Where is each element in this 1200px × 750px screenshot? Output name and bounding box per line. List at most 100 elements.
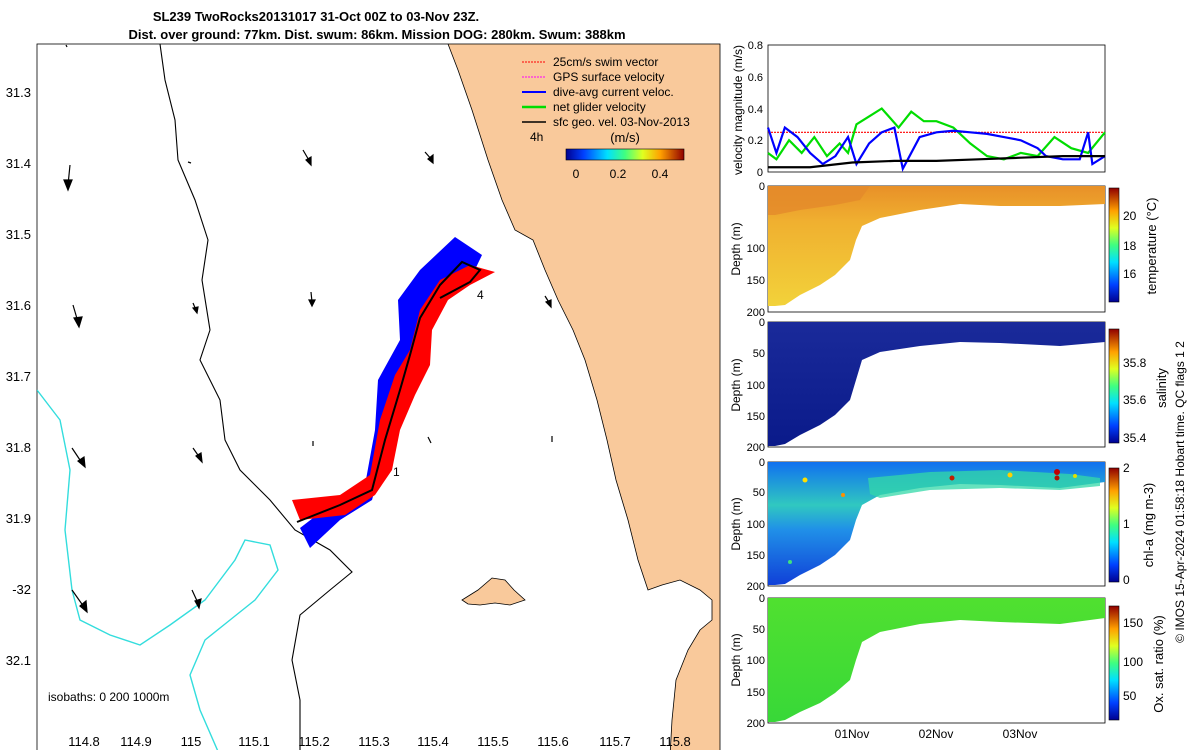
svg-text:sfc geo. vel. 03-Nov-2013: sfc geo. vel. 03-Nov-2013 xyxy=(553,115,690,129)
oxygen-ylabel: Depth (m) xyxy=(729,633,743,686)
vel-tick: 0.2 xyxy=(748,135,763,147)
depth-tick: 0 xyxy=(759,457,765,469)
depth-tick: 150 xyxy=(747,550,765,562)
chla-colorbar xyxy=(1108,467,1120,583)
lat-tick: 31.4 xyxy=(6,156,31,171)
salinity-panel xyxy=(767,321,1120,448)
depth-tick: 150 xyxy=(747,411,765,423)
depth-tick: 50 xyxy=(753,348,765,360)
cbar-tick: 2 xyxy=(1123,461,1130,475)
lat-tick: 31.5 xyxy=(6,227,31,242)
lat-tick-labels: 31.3 31.4 31.5 31.6 31.7 31.8 31.9 -32 3… xyxy=(6,85,31,668)
temperature-colorbar xyxy=(1108,187,1120,303)
depth-tick: 200 xyxy=(747,442,765,454)
temperature-panel xyxy=(767,185,1120,313)
island xyxy=(461,577,526,606)
colorbar-tick: 0 xyxy=(573,167,580,181)
lon-tick: 115 xyxy=(181,734,202,749)
time-tick: 03Nov xyxy=(1003,727,1038,741)
cbar-tick: 100 xyxy=(1123,655,1143,669)
lon-tick: 115.7 xyxy=(599,734,631,749)
velocity-series-dive-avg xyxy=(766,125,1106,173)
chla-panel xyxy=(767,461,1120,587)
lat-tick: 31.3 xyxy=(6,85,31,100)
chla-max-layer xyxy=(868,470,1100,498)
lat-tick: 31.8 xyxy=(6,440,31,455)
isobath-1000m xyxy=(37,389,279,750)
glider-track xyxy=(296,260,482,523)
colorbar-tick: 0.2 xyxy=(610,167,627,181)
temperature-warm-top xyxy=(768,186,870,215)
lat-tick: 31.9 xyxy=(6,511,31,526)
legend-item-dive-avg: dive-avg current veloc. xyxy=(522,85,674,99)
map-title-line1: SL239 TwoRocks20131017 31-Oct 00Z to 03-… xyxy=(153,9,479,24)
time-axis-labels: 01Nov 02Nov 03Nov xyxy=(835,727,1038,741)
lat-tick: 31.7 xyxy=(6,369,31,384)
cbar-tick: 18 xyxy=(1123,239,1137,253)
velocity-panel: 0 0.2 0.4 0.6 0.8 velocity magnitude (m/… xyxy=(731,40,1106,179)
svg-text:GPS surface velocity: GPS surface velocity xyxy=(553,70,664,84)
map-panel: 1 4 114.8 114.9 115 115.1 115.2 115.3 11… xyxy=(6,43,721,750)
depth-tick: 200 xyxy=(747,581,765,593)
velocity-y-ticks: 0 0.2 0.4 0.6 0.8 xyxy=(748,40,763,179)
map-legend: 25cm/s swim vector GPS surface velocity … xyxy=(522,55,690,181)
velocity-ylabel: velocity magnitude (m/s) xyxy=(731,45,745,175)
lat-tick: -32 xyxy=(12,582,31,597)
cbar-tick: 35.4 xyxy=(1123,431,1147,445)
colorbar-tick: 0.4 xyxy=(652,167,669,181)
cbar-tick: 50 xyxy=(1123,689,1137,703)
time-marker: 4h xyxy=(530,130,543,144)
temperature-field xyxy=(768,186,1105,306)
temperature-ylabel: Depth (m) xyxy=(729,222,743,275)
depth-tick: 200 xyxy=(747,718,765,730)
velocity-series-sfc-geo- xyxy=(768,155,1105,169)
cbar-tick: 1 xyxy=(1123,517,1130,531)
swim-vector-swath xyxy=(292,265,495,520)
isobath-200m xyxy=(159,44,353,750)
map-title-line2: Dist. over ground: 77km. Dist. swum: 86k… xyxy=(128,27,625,42)
lon-tick: 114.8 xyxy=(68,734,100,749)
salinity-ylabel: Depth (m) xyxy=(729,358,743,411)
lat-tick: 31.6 xyxy=(6,298,31,313)
isobath-label: isobaths: 0 200 1000m xyxy=(48,690,169,704)
depth-tick: 50 xyxy=(753,487,765,499)
colorbar-tick-labels: 16 18 20 35.4 35.6 35.8 0 1 2 50 100 150 xyxy=(1123,209,1147,703)
track-label-start: 1 xyxy=(393,465,400,479)
track-label-end: 4 xyxy=(477,288,484,302)
lon-tick-labels: 114.8 114.9 115 115.1 115.2 115.3 115.4 … xyxy=(68,734,691,749)
velocity-series-group xyxy=(766,107,1106,173)
geostrophic-velocity-arrows xyxy=(63,44,553,614)
depth-tick: 50 xyxy=(753,624,765,636)
time-tick: 02Nov xyxy=(919,727,954,741)
legend-item-net-glider: net glider velocity xyxy=(522,100,646,114)
time-tick: 01Nov xyxy=(835,727,870,741)
cbar-tick: 150 xyxy=(1123,616,1143,630)
depth-tick: 100 xyxy=(747,519,765,531)
lon-tick: 115.2 xyxy=(298,734,330,749)
oxygen-cbar-label: Ox. sat. ratio (%) xyxy=(1151,615,1166,713)
cbar-tick: 16 xyxy=(1123,267,1137,281)
salinity-colorbar xyxy=(1108,328,1120,444)
lon-tick: 115.8 xyxy=(659,734,691,749)
depth-tick: 100 xyxy=(747,243,765,255)
svg-text:net glider velocity: net glider velocity xyxy=(553,100,646,114)
chla-ylabel: Depth (m) xyxy=(729,497,743,550)
cbar-tick: 0 xyxy=(1123,573,1130,587)
depth-tick: 150 xyxy=(747,687,765,699)
lon-tick: 115.6 xyxy=(537,734,569,749)
lat-tick: 32.1 xyxy=(6,653,31,668)
cbar-tick: 35.6 xyxy=(1123,393,1147,407)
depth-tick: 100 xyxy=(747,380,765,392)
depth-tick: 0 xyxy=(759,181,765,193)
oxygen-colorbar xyxy=(1108,605,1120,721)
chla-cbar-label: chl-a (mg m-3) xyxy=(1141,483,1156,568)
lon-tick: 115.1 xyxy=(238,734,270,749)
lon-tick: 114.9 xyxy=(120,734,152,749)
legend-item-swim: 25cm/s swim vector xyxy=(522,55,658,69)
svg-text:25cm/s swim vector: 25cm/s swim vector xyxy=(553,55,658,69)
depth-tick: 200 xyxy=(747,307,765,319)
chla-hotspots xyxy=(788,469,1077,564)
speed-colorbar xyxy=(565,148,685,161)
colorbar-unit: (m/s) xyxy=(610,130,640,145)
